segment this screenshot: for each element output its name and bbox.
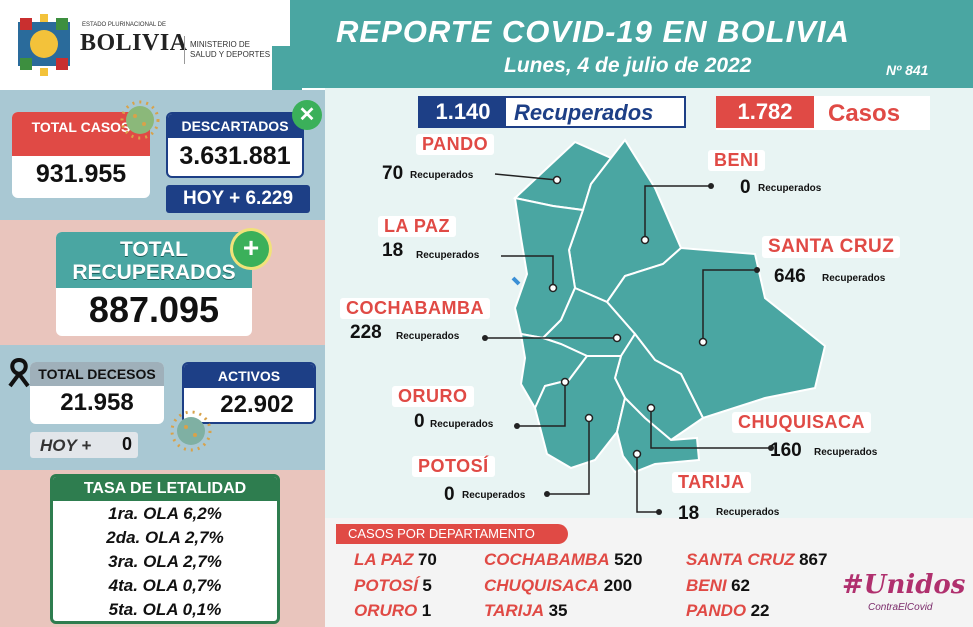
close-circle-icon: ✕	[292, 100, 322, 130]
descartados-label: DESCARTADOS	[168, 114, 302, 138]
map-label-potosi: POTOSÍ	[412, 456, 495, 477]
header-title-area	[290, 0, 973, 88]
virus-icon	[168, 408, 214, 454]
logo-top: ESTADO PLURINACIONAL DE	[82, 22, 167, 28]
letalidad-item: 1ra. OLA 6,2%	[108, 504, 222, 523]
casos-row: ORURO 1	[354, 601, 432, 620]
map-unit-lapaz: Recuperados	[416, 250, 480, 261]
map-label-cochabamba: COCHABAMBA	[340, 298, 490, 319]
page-title: REPORTE COVID-19 EN BOLIVIA	[336, 14, 850, 49]
descartados-value: 3.631.881	[179, 142, 291, 170]
map-unit-chuquisaca: Recuperados	[814, 447, 878, 458]
map-unit-oruro: Recuperados	[430, 419, 494, 430]
casos-row: COCHABAMBA 520	[484, 550, 643, 569]
casos-row: BENI 62	[686, 576, 750, 595]
map-unit-cochabamba: Recuperados	[396, 331, 460, 342]
decesos-value: 21.958	[60, 389, 134, 416]
total-recuperados-card: TOTAL RECUPERADOS 887.095	[56, 232, 252, 336]
map-label-oruro: ORURO	[392, 386, 474, 407]
casos-row: TARIJA 35	[484, 601, 568, 620]
descartados-card: DESCARTADOS 3.631.881	[166, 112, 304, 178]
map-value-cochabamba: 228	[350, 322, 382, 343]
campaign-subtitle: ContraElCovid	[868, 602, 933, 613]
total-recuperados-label-1: TOTAL	[119, 238, 189, 261]
map-unit-santacruz: Recuperados	[822, 273, 886, 284]
casos-row: LA PAZ 70	[354, 550, 437, 569]
casos-row: PANDO 22	[686, 601, 770, 620]
map-value-lapaz: 18	[382, 240, 404, 261]
hoy-descartados: HOY + 6.229	[166, 185, 310, 213]
map-value-pando: 70	[382, 163, 404, 184]
letalidad-card: TASA DE LETALIDAD 1ra. OLA 6,2% 2da. OLA…	[50, 474, 280, 624]
total-recuperados-label-2: RECUPERADOS	[72, 261, 236, 284]
map-label-tarija: TARIJA	[672, 472, 751, 493]
map-unit-potosi: Recuperados	[462, 490, 526, 501]
logo-country: BOLIVIA	[80, 30, 188, 56]
plus-circle-icon: +	[230, 228, 272, 270]
letalidad-item: 3ra. OLA 2,7%	[108, 552, 222, 571]
casos-row: CHUQUISACA 200	[484, 576, 633, 595]
activos-card: ACTIVOS 22.902	[182, 362, 316, 424]
map-value-oruro: 0	[414, 411, 425, 432]
decesos-card: TOTAL DECESOS 21.958	[30, 362, 164, 424]
mourning-ribbon-icon	[6, 357, 32, 388]
virus-icon	[118, 98, 162, 142]
casos-row: POTOSÍ 5	[354, 576, 432, 595]
map-label-chuquisaca: CHUQUISACA	[732, 412, 872, 433]
total-casos-value: 931.955	[35, 160, 127, 188]
casos-row: SANTA CRUZ 867	[686, 550, 828, 569]
report-number: Nº 841	[886, 62, 929, 78]
letalidad-title: TASA DE LETALIDAD	[53, 477, 277, 501]
map-value-santacruz: 646	[774, 266, 806, 287]
casos-summary: 1.782 Casos	[716, 96, 930, 130]
letalidad-item: 4ta. OLA 0,7%	[108, 576, 222, 595]
map-unit-pando: Recuperados	[410, 170, 474, 181]
hoy-decesos: HOY + 0	[30, 432, 138, 458]
total-recuperados-value: 887.095	[88, 289, 220, 330]
letalidad-item: 2da. OLA 2,7%	[106, 528, 224, 547]
total-casos-card: TOTAL CASOS 931.955	[12, 112, 150, 198]
bolivia-shield-icon	[14, 14, 74, 76]
map-unit-tarija: Recuperados	[716, 507, 780, 518]
decesos-label: TOTAL DECESOS	[30, 362, 164, 386]
map-value-tarija: 18	[678, 503, 700, 524]
map-value-beni: 0	[740, 177, 751, 198]
map-unit-beni: Recuperados	[758, 183, 822, 194]
ministry-line1: MINISTERIO DE	[190, 40, 251, 49]
ministry-line2: SALUD Y DEPORTES	[190, 50, 271, 59]
total-casos-label: TOTAL CASOS	[12, 112, 150, 156]
map-label-pando: PANDO	[416, 134, 495, 155]
activos-value: 22.902	[220, 391, 294, 418]
casos-por-departamento-title: CASOS POR DEPARTAMENTO	[336, 524, 568, 544]
letalidad-item: 5ta. OLA 0,1%	[108, 600, 222, 619]
map-value-chuquisaca: 160	[770, 440, 802, 461]
campaign-hashtag: #Unidos	[842, 570, 966, 600]
recuperados-summary: 1.140 Recuperados	[418, 96, 686, 128]
lake-titicaca	[511, 276, 521, 286]
map-label-lapaz: LA PAZ	[378, 216, 456, 237]
activos-label: ACTIVOS	[184, 364, 314, 388]
map-label-santacruz: SANTA CRUZ	[762, 236, 901, 258]
bolivia-map	[482, 138, 827, 515]
report-date: Lunes, 4 de julio de 2022	[504, 54, 752, 77]
map-label-beni: BENI	[708, 150, 766, 171]
map-value-potosi: 0	[444, 484, 455, 505]
